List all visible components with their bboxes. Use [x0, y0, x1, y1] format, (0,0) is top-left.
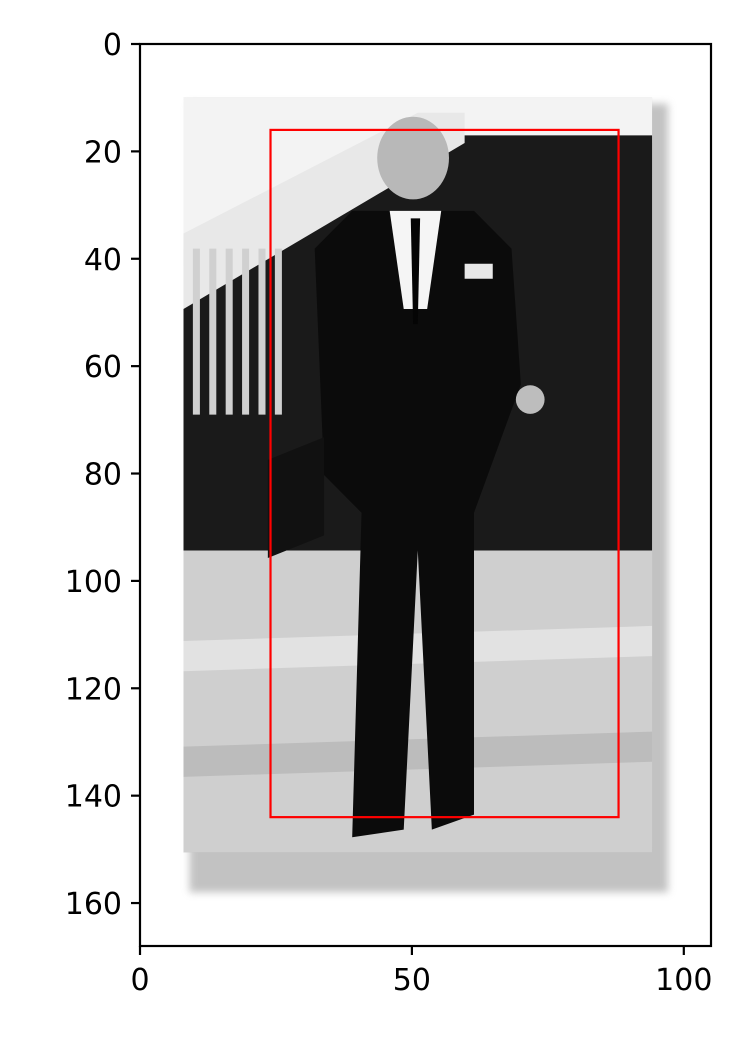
- y-tick-label: 0: [103, 28, 122, 63]
- y-tick-label: 140: [65, 780, 122, 815]
- x-tick-label: 100: [655, 963, 712, 998]
- x-tick-label: 50: [393, 963, 431, 998]
- y-tick-label: 160: [65, 887, 122, 922]
- railing-bar: [274, 248, 282, 415]
- briefcase: [267, 437, 325, 559]
- y-tick-label: 20: [84, 135, 122, 170]
- axes-frame: [138, 42, 713, 948]
- pocket-square: [464, 263, 493, 279]
- y-axis: 0 20 40 60 80 100 120 140 160: [65, 28, 140, 922]
- sidewalk: [183, 550, 653, 853]
- photo-image: [183, 97, 669, 893]
- sidewalk-line: [183, 731, 653, 777]
- x-axis: 0 50 100: [130, 946, 712, 998]
- y-tick-label: 40: [84, 243, 122, 278]
- man-tie: [410, 218, 421, 325]
- y-tick-label: 80: [84, 458, 122, 493]
- x-tick-label: 0: [130, 963, 149, 998]
- y-tick-label: 120: [65, 672, 122, 707]
- railing-bar: [225, 248, 233, 415]
- man-head: [377, 116, 449, 200]
- y-tick-label: 60: [84, 350, 122, 385]
- bounding-box: [269, 128, 620, 819]
- railing-bar: [258, 248, 266, 415]
- man-suit: [314, 210, 521, 838]
- railing-bar: [209, 248, 217, 415]
- y-tick-label: 100: [65, 565, 122, 600]
- man-hand: [515, 385, 545, 414]
- sidewalk-line: [183, 625, 653, 672]
- railing-bar: [192, 248, 200, 415]
- railing-bar: [242, 248, 250, 415]
